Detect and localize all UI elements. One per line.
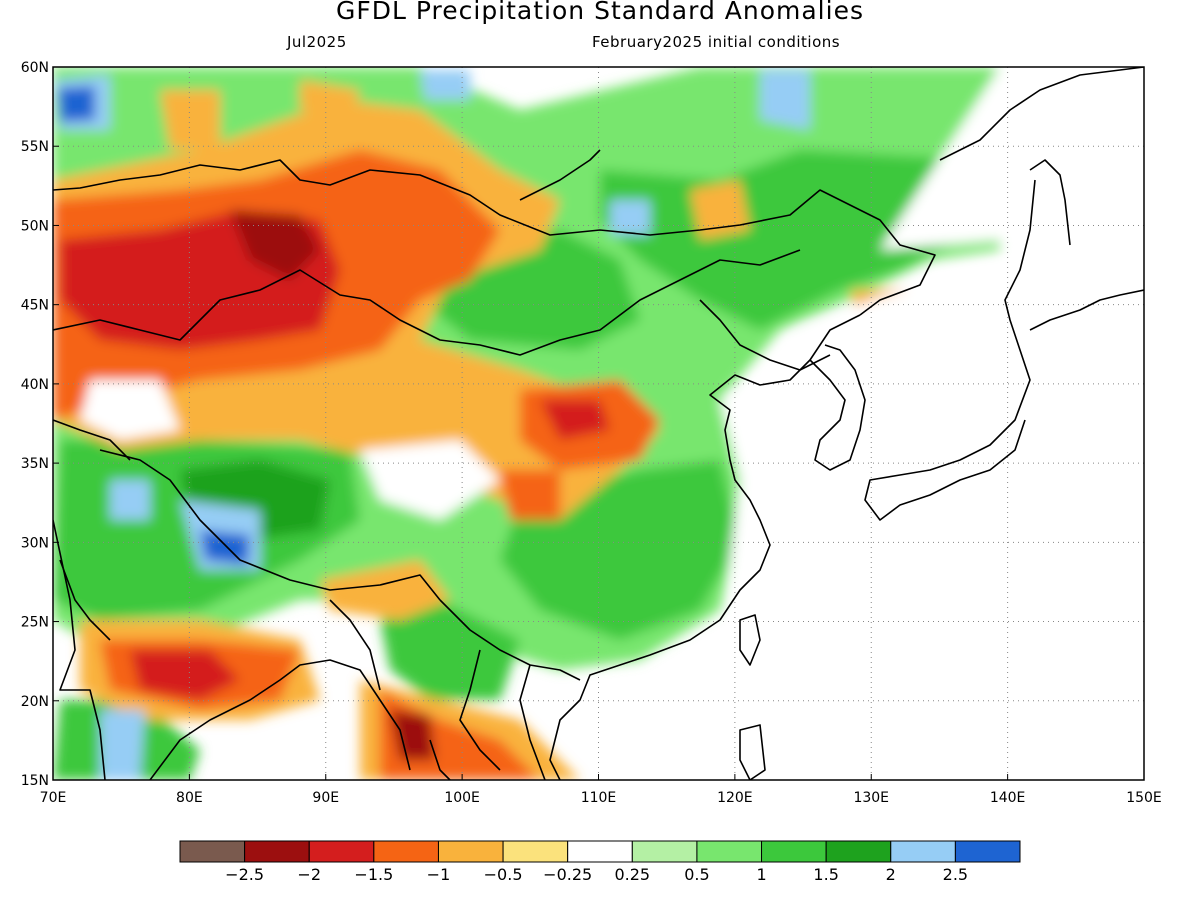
anomaly-region [80, 380, 180, 440]
anomaly-region [300, 80, 360, 120]
colorbar-swatch [567, 840, 633, 863]
colorbar-label: −2.5 [225, 865, 264, 884]
colorbar-label: −1.5 [354, 865, 393, 884]
lat-tick-label: 45N [21, 298, 49, 314]
colorbar-label: 1 [756, 865, 766, 884]
country-border [439, 599, 581, 681]
country-border [459, 649, 501, 771]
country-border [329, 599, 381, 691]
anomaly-region [380, 600, 520, 700]
anomaly-region [720, 230, 1144, 780]
coastline [864, 179, 1036, 521]
lon-tick-label: 110E [581, 790, 617, 806]
colorbar-label: 1.5 [813, 865, 838, 884]
lon-tick-label: 100E [444, 790, 480, 806]
init-conditions-label: February2025 initial conditions [592, 33, 841, 51]
coastline [519, 149, 601, 201]
colorbar-swatch [437, 840, 504, 863]
lat-tick-label: 40N [21, 377, 49, 393]
coastline [739, 614, 761, 666]
lon-tick-label: 70E [40, 790, 67, 806]
colorbar: −2.5 −2 −1.5 −1 −0.5 −0.25 0.25 0.5 1 1.5 2 2.5 [179, 840, 1021, 884]
anomaly-region [610, 200, 650, 235]
country-border [59, 559, 111, 641]
anomaly-region [130, 650, 240, 700]
lat-tick-label: 55N [21, 139, 49, 155]
coastline [149, 659, 411, 780]
chart-title: GFDL Precipitation Standard Anomalies [336, 0, 864, 25]
colorbar-label: 2 [886, 865, 896, 884]
anomaly-field [53, 67, 1144, 780]
colorbar-swatch [696, 840, 763, 863]
lat-tick-label: 20N [21, 694, 49, 710]
axis-ticks: 70E 80E 90E 100E 110E 120E 130E 140E 150E 15N 20N 2… [21, 60, 1162, 806]
colorbar-label: −2 [297, 865, 321, 884]
coastline [739, 724, 766, 780]
colorbar-swatch [373, 840, 439, 863]
coastline [1029, 159, 1071, 246]
lat-tick-label: 35N [21, 456, 49, 472]
colorbar-swatch [890, 840, 956, 863]
colorbar-swatch [308, 840, 375, 863]
target-month-label: Jul2025 [287, 33, 347, 51]
gridlines [53, 67, 1144, 780]
anomaly-region [200, 530, 250, 565]
colorbar-label: −0.25 [543, 865, 592, 884]
lat-tick-label: 15N [21, 773, 49, 789]
colorbar-swatch [244, 840, 310, 863]
colorbar-label: −1 [427, 865, 451, 884]
coastline [53, 519, 106, 780]
lon-tick-label: 90E [312, 790, 339, 806]
colorbar-swatch [825, 840, 892, 863]
coastline [549, 314, 861, 780]
lat-tick-label: 50N [21, 218, 49, 234]
country-border [519, 664, 546, 780]
colorbar-swatch [954, 840, 1021, 863]
lon-tick-label: 80E [176, 790, 203, 806]
anomaly-region [360, 440, 500, 520]
coastline [939, 67, 1144, 161]
anomaly-region [110, 480, 150, 520]
anomaly-region [880, 67, 1144, 250]
coastline [809, 344, 866, 471]
coastline [53, 159, 936, 316]
colorbar-label: 0.5 [684, 865, 709, 884]
country-border [53, 249, 801, 356]
lat-tick-label: 25N [21, 615, 49, 631]
anomaly-region [160, 90, 220, 150]
map-plot-area [53, 67, 1144, 780]
anomaly-region [690, 180, 750, 240]
coastline [429, 739, 451, 780]
anomaly-region [420, 70, 470, 100]
anomaly-region [100, 710, 145, 780]
colorbar-label: −0.5 [484, 865, 523, 884]
colorbar-swatch [631, 840, 698, 863]
coastline [1029, 289, 1144, 331]
country-border [699, 299, 831, 371]
lat-tick-label: 60N [21, 60, 49, 76]
lon-tick-label: 150E [1126, 790, 1162, 806]
anomaly-region [500, 470, 560, 520]
colorbar-swatch [502, 840, 569, 863]
anomaly-region [58, 86, 95, 122]
lon-tick-label: 130E [853, 790, 889, 806]
anomaly-region [390, 710, 435, 760]
lon-tick-label: 140E [990, 790, 1026, 806]
anomaly-region [540, 400, 610, 440]
colorbar-swatch [761, 840, 827, 863]
coastlines-and-borders [53, 67, 1144, 780]
anomaly-region [760, 70, 810, 130]
colorbar-swatch [179, 840, 246, 863]
lon-tick-label: 120E [717, 790, 753, 806]
country-border [99, 449, 441, 601]
lat-tick-label: 30N [21, 535, 49, 551]
colorbar-label: 2.5 [943, 865, 968, 884]
anomaly-region [230, 210, 320, 280]
country-border [53, 419, 131, 461]
colorbar-label: 0.25 [614, 865, 650, 884]
